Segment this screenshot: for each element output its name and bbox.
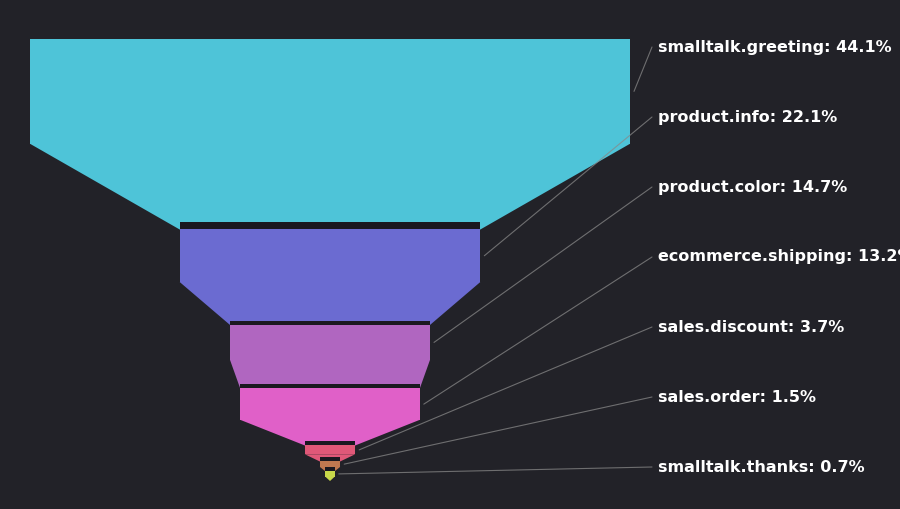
Text: product.info: 22.1%: product.info: 22.1%: [658, 109, 837, 125]
Polygon shape: [230, 360, 430, 388]
Polygon shape: [230, 325, 430, 360]
Text: ecommerce.shipping: 13.2%: ecommerce.shipping: 13.2%: [658, 249, 900, 265]
Polygon shape: [305, 445, 356, 454]
Polygon shape: [240, 420, 419, 445]
Text: smalltalk.thanks: 0.7%: smalltalk.thanks: 0.7%: [658, 460, 865, 474]
Text: sales.order: 1.5%: sales.order: 1.5%: [658, 389, 816, 405]
Text: sales.discount: 3.7%: sales.discount: 3.7%: [658, 320, 844, 334]
Polygon shape: [325, 476, 335, 481]
Polygon shape: [305, 441, 356, 445]
Polygon shape: [320, 467, 340, 471]
Polygon shape: [240, 384, 419, 388]
Polygon shape: [30, 144, 630, 230]
Polygon shape: [320, 458, 340, 462]
Polygon shape: [180, 230, 481, 282]
Polygon shape: [240, 388, 419, 420]
Polygon shape: [325, 467, 335, 471]
Polygon shape: [180, 282, 481, 325]
Polygon shape: [180, 222, 481, 230]
Polygon shape: [230, 321, 430, 325]
Polygon shape: [325, 471, 335, 476]
Polygon shape: [320, 462, 340, 467]
Polygon shape: [305, 454, 356, 462]
Text: smalltalk.greeting: 44.1%: smalltalk.greeting: 44.1%: [658, 40, 892, 54]
Text: product.color: 14.7%: product.color: 14.7%: [658, 180, 847, 194]
Polygon shape: [30, 39, 630, 144]
